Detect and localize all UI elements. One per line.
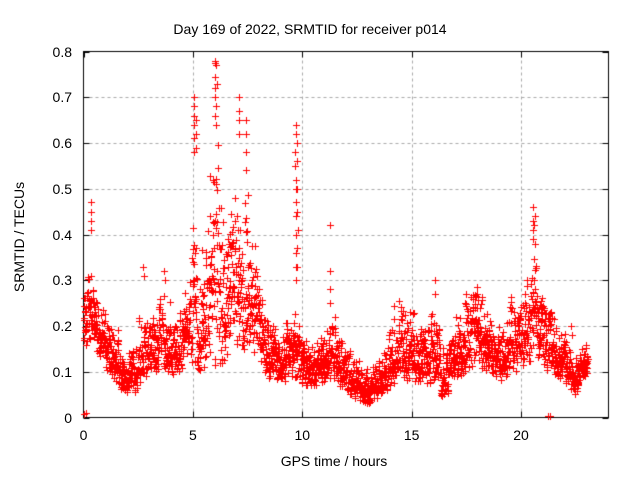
y-tick-label: 0.8	[52, 43, 72, 60]
y-tick-label: 0.5	[52, 180, 72, 197]
y-tick-label: 0.1	[52, 363, 72, 380]
y-tick-label: 0.6	[52, 135, 72, 151]
y-tick-label: 0.4	[52, 226, 72, 243]
y-tick-label: 0.7	[52, 89, 72, 106]
x-tick-label: 0	[79, 427, 88, 443]
y-tick-label: 0	[64, 409, 72, 426]
x-tick-label: 15	[403, 427, 420, 443]
y-tick-label: 0.2	[52, 318, 72, 334]
chart-title: Day 169 of 2022, SRMTID for receiver p01…	[173, 21, 447, 37]
y-tick-label: 0.3	[52, 272, 72, 289]
x-tick-label: 5	[188, 427, 197, 443]
x-tick-label: 10	[294, 427, 311, 443]
x-tick-label: 20	[513, 427, 529, 443]
x-axis-label: GPS time / hours	[280, 453, 388, 469]
